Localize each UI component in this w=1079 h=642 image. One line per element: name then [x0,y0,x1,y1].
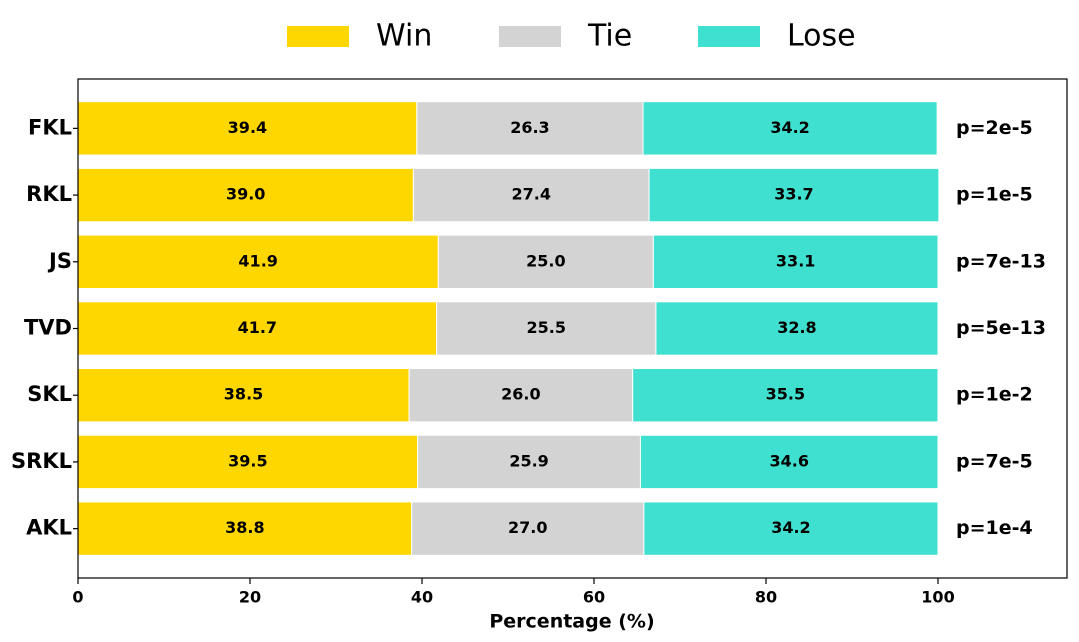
bar-segment [77,434,419,490]
legend-swatch [499,26,561,47]
value-label: 27.4 [511,185,550,204]
x-tick-label: 100 [921,588,954,607]
bar-segment [648,167,940,223]
legend-label: Tie [587,19,632,54]
bar-segment [632,368,939,423]
x-tick-label: 0 [72,588,83,607]
value-label: 41.9 [238,251,277,270]
y-tick-label: AKL [26,516,72,540]
bar-segment [411,501,645,556]
value-label: 38.8 [225,518,264,537]
bar-segment [417,434,641,490]
bar-segment [642,101,938,156]
value-label: 33.7 [774,185,813,204]
value-label: 25.0 [526,251,565,270]
plot-frame [77,78,1068,579]
value-label: 34.2 [771,518,810,537]
bar-segment [655,301,939,356]
value-label: 39.0 [226,185,265,204]
annotation: p=1e-4 [956,517,1033,539]
annotation: p=5e-13 [956,317,1046,339]
x-axis-label: Percentage (%) [489,611,654,633]
x-tick-label: 60 [583,588,605,607]
y-tick-label: SRKL [11,449,72,473]
bar-segment [77,501,413,556]
bar-segment [643,501,939,556]
bar-segment [77,234,439,289]
annotation: p=7e-13 [956,250,1046,272]
legend-label: Win [376,19,432,54]
annotation: p=7e-5 [956,450,1033,472]
bar-segment [77,368,410,423]
y-tick-label: SKL [27,382,72,406]
value-label: 39.5 [228,451,267,470]
value-label: 25.5 [527,318,566,337]
annotation: p=1e-5 [956,184,1033,206]
bar-segment [436,301,657,356]
bar-segment [639,434,939,490]
y-tick-label: JS [47,249,72,273]
legend-label: Lose [787,19,856,54]
value-label: 41.7 [238,318,277,337]
x-tick-label: 80 [755,588,777,607]
bar-segment [437,234,654,289]
annotation: p=2e-5 [956,117,1033,139]
legend-swatch [287,26,349,47]
value-label: 38.5 [224,385,263,404]
value-label: 39.4 [228,118,267,137]
value-label: 32.8 [777,318,816,337]
legend-swatch [698,26,760,47]
bar-segment [408,368,634,423]
x-tick-label: 40 [411,588,433,607]
value-label: 35.5 [766,385,805,404]
y-tick-label: FKL [28,115,72,139]
value-label: 33.1 [776,251,815,270]
value-label: 26.3 [510,118,549,137]
value-label: 34.6 [769,451,808,470]
bar-segment [77,301,438,356]
bar-segment [416,101,644,156]
y-tick-label: TVD [24,316,72,340]
y-tick-label: RKL [26,182,72,206]
annotation: p=1e-2 [956,384,1033,406]
value-label: 34.2 [770,118,809,137]
bar-segment [652,234,939,289]
value-label: 25.9 [509,451,548,470]
value-label: 26.0 [501,385,540,404]
x-tick-label: 20 [239,588,261,607]
value-label: 27.0 [508,518,547,537]
